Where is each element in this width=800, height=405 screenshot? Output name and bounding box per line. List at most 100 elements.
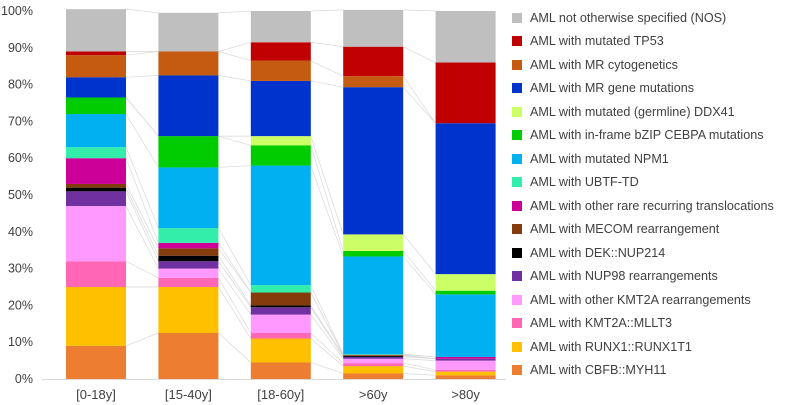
- bar-segment: [250, 136, 311, 146]
- y-tick-label: 40%: [8, 225, 33, 239]
- bar-segment: [66, 77, 126, 98]
- legend-swatch: [512, 224, 522, 235]
- legend-label: AML with mutated NPM1: [530, 151, 669, 166]
- series-connector-line: [403, 373, 436, 376]
- series-connector-line: [125, 51, 159, 56]
- chart-plot-area: 0% 10% 20% 30% 40% 50% 60% 70% 80% 90% 100% [0-18y…: [1, 4, 506, 402]
- series-connector-line: [218, 10, 251, 14]
- bars-group: [66, 9, 496, 379]
- legend-swatch: [512, 177, 522, 188]
- bar-segment: [343, 234, 404, 251]
- legend-label: AML with other KMT2A rearrangements: [530, 292, 751, 307]
- legend-item: AML with other KMT2A rearrangements: [512, 288, 798, 312]
- bar-segment: [66, 287, 126, 346]
- legend-swatch: [512, 59, 522, 70]
- bar-segment: [158, 255, 219, 262]
- y-tick-label: 30%: [8, 262, 33, 276]
- series-connector-line: [125, 113, 159, 168]
- y-tick-label: 80%: [8, 78, 33, 92]
- series-connector-lines: [125, 8, 436, 376]
- legend-swatch: [512, 36, 522, 47]
- bar-segment: [66, 114, 126, 148]
- bar-segment: [158, 277, 219, 287]
- series-connector-line: [125, 332, 159, 347]
- legend-item: AML with NUP98 rearrangements: [512, 265, 798, 289]
- bar-segment: [250, 292, 311, 306]
- bar-segment: [250, 145, 311, 166]
- bar-segment: [158, 261, 219, 269]
- series-connector-line: [310, 80, 344, 88]
- series-connector-line: [310, 145, 344, 252]
- series-connector-line: [218, 165, 251, 168]
- bar-segment: [343, 9, 404, 47]
- bar-segment: [435, 356, 496, 359]
- series-connector-line: [310, 41, 344, 48]
- legend-label: AML with in-frame bZIP CEBPA mutations: [530, 128, 764, 143]
- bar-segment: [343, 366, 404, 374]
- bar-segment: [435, 294, 496, 357]
- x-axis: [0-18y] [15-40y] [18-60y] >60y >80y: [42, 379, 506, 402]
- series-connector-line: [310, 9, 344, 12]
- series-connector-line: [310, 136, 344, 235]
- legend-label: AML with MR cytogenetics: [530, 57, 678, 72]
- bar-segment: [343, 355, 404, 356]
- bar-segment: [343, 256, 404, 354]
- legend-item: AML with DEK::NUP214: [512, 241, 798, 265]
- series-connector-line: [310, 314, 344, 359]
- legend-item: AML with mutated (germline) DDX41: [512, 100, 798, 124]
- legend-item: AML with mutated TP53: [512, 30, 798, 54]
- x-tick-label: >60y: [359, 387, 388, 402]
- bar-segment: [435, 290, 496, 295]
- legend-item: AML not otherwise specified (NOS): [512, 6, 798, 30]
- y-tick-label: 20%: [8, 298, 33, 312]
- legend-swatch: [512, 318, 522, 329]
- legend-swatch: [512, 153, 522, 164]
- y-tick-label: 0%: [15, 372, 33, 386]
- series-connector-line: [402, 234, 436, 275]
- bar-segment: [158, 136, 219, 168]
- bar-segment: [66, 345, 126, 379]
- series-connector-line: [125, 191, 159, 262]
- bar-segment: [250, 314, 311, 333]
- bar-segment: [250, 42, 311, 61]
- legend-item: AML with other rare recurring translocat…: [512, 194, 798, 218]
- legend-label: AML with other rare recurring translocat…: [530, 198, 774, 213]
- series-connector-line: [403, 365, 436, 372]
- series-connector-line: [310, 60, 344, 77]
- bar-segment: [435, 274, 496, 291]
- series-connector-line: [403, 46, 436, 63]
- bar-segment: [435, 371, 496, 376]
- legend-swatch: [512, 83, 522, 94]
- legend-label: AML with mutated TP53: [530, 34, 664, 49]
- legend-swatch: [512, 247, 522, 258]
- y-axis: 0% 10% 20% 30% 40% 50% 60% 70% 80% 90% 100%: [1, 4, 33, 386]
- bar-segment: [435, 123, 496, 275]
- y-tick-label: 10%: [8, 335, 33, 349]
- series-connector-line: [403, 9, 436, 12]
- bar-segment: [158, 167, 219, 229]
- bar-segment: [66, 55, 126, 78]
- series-connector-line: [125, 147, 159, 229]
- series-connector-line: [402, 75, 436, 124]
- bar-segment: [343, 356, 404, 359]
- y-tick-label: 70%: [8, 114, 33, 128]
- legend-item: AML with MR gene mutations: [512, 77, 798, 101]
- legend-swatch: [512, 271, 522, 282]
- bar-segment: [250, 333, 311, 339]
- legend-swatch: [512, 200, 522, 211]
- legend-item: AML with mutated NPM1: [512, 147, 798, 171]
- bar-segment: [250, 11, 311, 43]
- legend-swatch: [512, 130, 522, 141]
- bar-segment: [66, 261, 126, 287]
- bar-segment: [66, 191, 126, 207]
- legend-label: AML with KMT2A::MLLT3: [530, 316, 673, 331]
- legend-item: AML with MECOM rearrangement: [512, 218, 798, 242]
- bar-segment: [250, 165, 311, 286]
- series-connector-line: [218, 51, 251, 62]
- legend-item: AML with UBTF-TD: [512, 171, 798, 195]
- series-connector-line: [125, 158, 159, 243]
- bar-segment: [158, 268, 219, 278]
- series-connector-line: [403, 362, 436, 371]
- y-tick-label: 50%: [8, 188, 33, 202]
